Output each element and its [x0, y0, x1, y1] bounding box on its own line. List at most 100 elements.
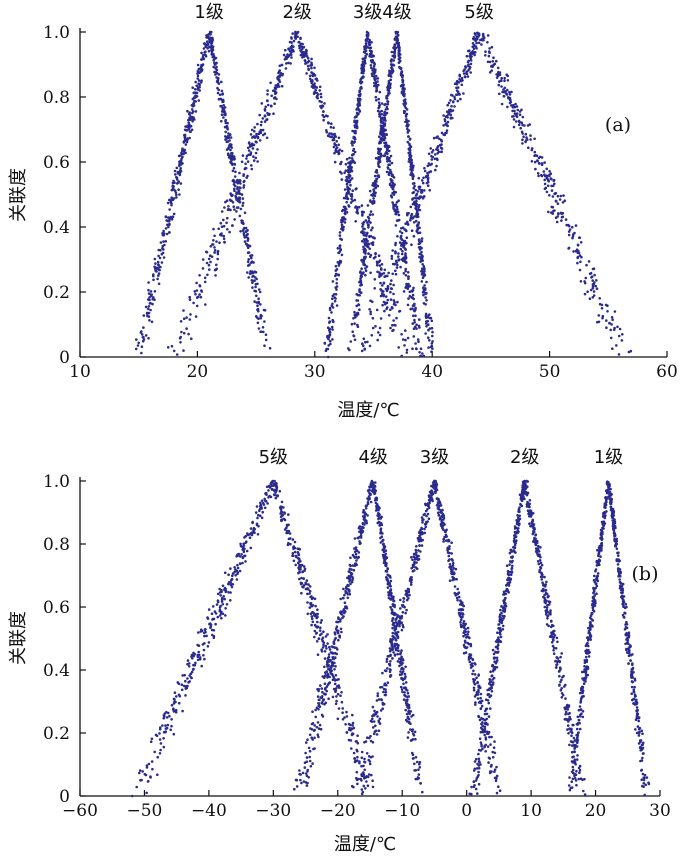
- data-point: [263, 120, 267, 123]
- data-point: [383, 693, 387, 697]
- data-point: [412, 164, 415, 167]
- data-point: [405, 120, 409, 124]
- data-point: [416, 208, 420, 211]
- data-point: [513, 109, 516, 113]
- data-point: [368, 213, 372, 216]
- data-point: [216, 615, 220, 619]
- data-point: [442, 133, 446, 136]
- data-point: [156, 260, 160, 264]
- data-point: [194, 110, 198, 113]
- data-point: [272, 89, 275, 93]
- data-point: [598, 302, 602, 306]
- data-point: [378, 722, 382, 725]
- data-point: [375, 498, 378, 502]
- data-point: [334, 297, 337, 300]
- data-point: [511, 106, 515, 109]
- data-point: [247, 258, 250, 261]
- data-point: [320, 650, 324, 653]
- data-point: [389, 576, 392, 579]
- series-label: 5级: [464, 2, 493, 23]
- data-point: [409, 216, 413, 220]
- data-point: [378, 115, 381, 118]
- data-point: [464, 66, 468, 69]
- data-point: [404, 252, 407, 255]
- data-point: [399, 607, 402, 610]
- data-point: [359, 274, 363, 278]
- data-point: [368, 234, 371, 238]
- data-point: [317, 637, 321, 640]
- data-point: [466, 49, 470, 53]
- data-point: [400, 616, 404, 619]
- data-point: [320, 687, 324, 690]
- data-point: [396, 652, 400, 656]
- data-point: [591, 279, 594, 282]
- data-point: [331, 318, 335, 322]
- data-point: [537, 161, 541, 165]
- data-point: [533, 137, 536, 141]
- data-point: [395, 648, 398, 652]
- data-point: [358, 97, 362, 101]
- data-point: [360, 239, 364, 243]
- data-point: [512, 125, 516, 129]
- data-point: [328, 645, 331, 649]
- data-point: [389, 605, 392, 609]
- data-point: [408, 294, 412, 298]
- data-point: [389, 675, 392, 678]
- data-point: [393, 605, 396, 609]
- data-point: [462, 634, 465, 638]
- data-point: [395, 261, 399, 264]
- data-point: [404, 675, 407, 678]
- data-point: [361, 214, 364, 217]
- data-point: [386, 166, 390, 169]
- data-point: [503, 86, 507, 90]
- data-point: [224, 614, 227, 617]
- data-point: [350, 157, 354, 160]
- data-point: [323, 682, 327, 685]
- data-point: [418, 255, 421, 259]
- data-point: [400, 333, 403, 336]
- data-point: [247, 276, 250, 279]
- data-point: [397, 258, 401, 261]
- data-point: [418, 242, 421, 245]
- data-point: [334, 651, 337, 655]
- data-point: [275, 97, 278, 101]
- data-point: [576, 256, 579, 260]
- data-point: [247, 264, 250, 267]
- data-point: [392, 651, 395, 654]
- data-point: [323, 665, 326, 669]
- data-point: [542, 170, 546, 173]
- data-point: [471, 52, 475, 55]
- data-point: [216, 257, 219, 261]
- data-point: [236, 566, 240, 570]
- data-point: [430, 342, 434, 345]
- data-point: [165, 726, 169, 730]
- data-point: [354, 552, 358, 556]
- data-point: [340, 223, 344, 226]
- data-point: [243, 240, 247, 243]
- data-point: [253, 126, 256, 129]
- data-point: [182, 684, 186, 688]
- data-point: [597, 314, 601, 317]
- data-point: [199, 295, 203, 299]
- data-point: [146, 307, 150, 311]
- series-label: 1级: [194, 2, 223, 23]
- data-point: [397, 615, 401, 618]
- data-point: [372, 200, 376, 203]
- data-point: [202, 53, 205, 57]
- series-label: 4级: [358, 447, 387, 468]
- data-point: [326, 134, 330, 137]
- data-point: [559, 194, 563, 198]
- data-point: [189, 313, 192, 316]
- data-point: [372, 61, 376, 65]
- data-point: [403, 672, 407, 676]
- data-point: [232, 166, 236, 170]
- data-point: [186, 677, 189, 680]
- data-point: [446, 103, 450, 107]
- data-point: [298, 577, 301, 581]
- data-point: [361, 230, 364, 233]
- data-point: [439, 138, 443, 142]
- data-point: [214, 622, 217, 626]
- data-point: [256, 122, 259, 126]
- data-point: [424, 522, 428, 526]
- data-point: [297, 40, 301, 44]
